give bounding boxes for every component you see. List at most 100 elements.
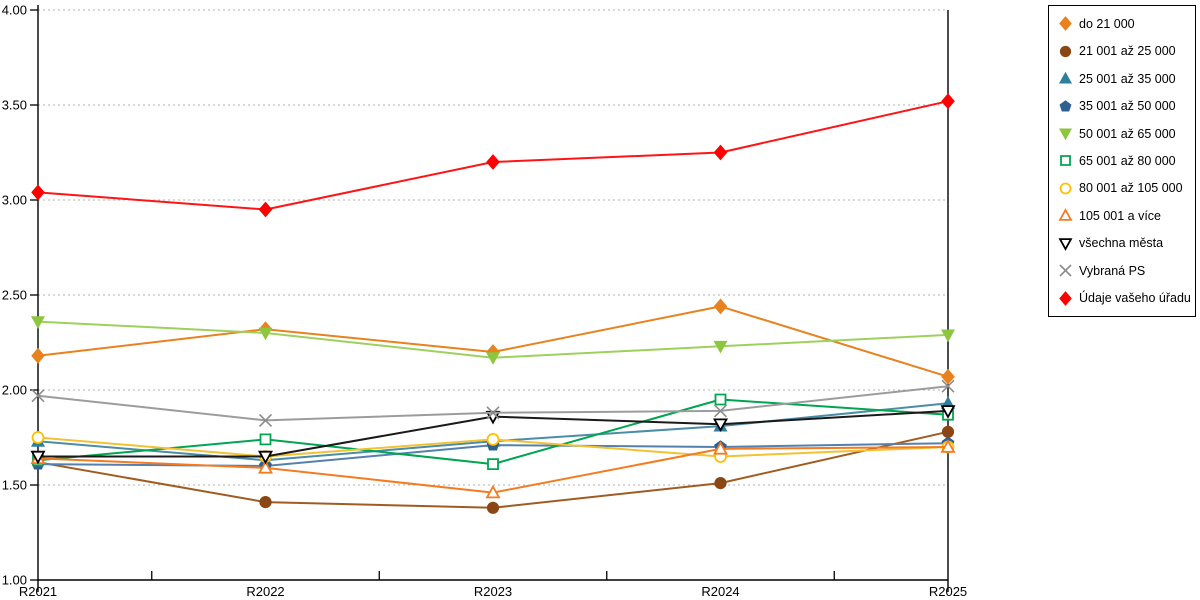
marker-diamond — [713, 144, 728, 161]
marker-pentagon — [1059, 99, 1072, 112]
marker-triangle-up — [257, 460, 274, 474]
series-line — [37, 398, 949, 466]
series-3 — [30, 396, 956, 466]
x-tick-label: R2023 — [474, 584, 512, 599]
legend-item: 80 001 až 105 000 — [1058, 181, 1195, 196]
marker-square — [1060, 155, 1071, 167]
legend-item: do 21 000 — [1058, 16, 1195, 32]
marker-triangle-up — [940, 439, 956, 453]
legend-item-label: Vybraná PS — [1079, 263, 1146, 278]
marker-diamond — [258, 201, 273, 218]
legend: do 21 000 21 001 až 25 000 25 001 až 35 00… — [1048, 5, 1196, 317]
legend-item-label: 50 001 až 65 000 — [1079, 126, 1176, 141]
marker-diamond — [941, 93, 955, 110]
marker-diamond — [486, 154, 500, 170]
legend-marker-circle-icon — [1059, 45, 1072, 57]
marker-circle — [941, 425, 955, 438]
y-tick-label: 3.50 — [2, 98, 27, 113]
legend-marker-pentagon-icon — [1059, 99, 1072, 112]
marker-triangle-up — [712, 441, 729, 455]
legend-item-label: všechna města — [1079, 236, 1164, 251]
legend-item: 21 001 až 25 000 — [1058, 44, 1195, 59]
marker-diamond — [31, 184, 45, 201]
marker-square — [714, 393, 727, 406]
legend-item-label: 21 001 až 25 000 — [1079, 44, 1176, 59]
legend-item-label: 65 001 až 80 000 — [1079, 153, 1176, 168]
legend-marker-diamond-icon — [1059, 16, 1072, 32]
legend-item-label: 25 001 až 35 000 — [1079, 71, 1176, 86]
marker-triangle-down — [940, 405, 956, 419]
marker-triangle-up — [485, 484, 501, 499]
legend-item-label: Údaje vašeho úřadu — [1079, 291, 1191, 306]
y-tick-label: 4.00 — [2, 3, 27, 18]
marker-circle — [486, 432, 500, 446]
y-tick-label: 1.00 — [2, 573, 27, 588]
y-tick-label: 1.50 — [2, 478, 27, 493]
legend-marker-square-icon — [1060, 155, 1071, 167]
series-9 — [30, 405, 956, 465]
series-10 — [31, 379, 955, 427]
marker-triangle-down — [30, 316, 46, 329]
marker-x — [713, 404, 728, 418]
series-5 — [30, 316, 956, 365]
x-tick-label: R2025 — [929, 584, 967, 599]
legend-item-label: 105 001 a více — [1079, 208, 1162, 223]
marker-circle — [259, 496, 272, 509]
marker-circle — [31, 431, 45, 444]
legend-item: Vybraná PS — [1058, 263, 1195, 278]
legend-item: 50 001 až 65 000 — [1058, 126, 1195, 141]
marker-square — [487, 458, 499, 470]
y-tick-label: 3.00 — [2, 193, 27, 208]
legend-item: 25 001 až 35 000 — [1058, 71, 1195, 86]
marker-x — [1059, 264, 1072, 277]
legend-marker-x-icon — [1059, 264, 1072, 277]
legend-item: Údaje vašeho úřadu — [1058, 290, 1195, 306]
marker-triangle-down — [258, 327, 273, 341]
marker-triangle-down — [485, 352, 501, 365]
legend-item-label: 35 001 až 50 000 — [1079, 99, 1176, 114]
legend-item: 35 001 až 50 000 — [1058, 99, 1195, 114]
marker-triangle-down — [940, 329, 956, 343]
marker-triangle-up — [1058, 208, 1073, 222]
legend-item-label: do 21 000 — [1079, 16, 1135, 31]
legend-marker-triangle-up-icon — [1058, 208, 1073, 222]
legend-marker-triangle-down-icon — [1058, 128, 1073, 141]
legend-item: všechna města — [1058, 236, 1195, 251]
y-tick-label: 2.50 — [2, 288, 27, 303]
marker-triangle-down — [713, 340, 728, 354]
legend-marker-diamond-icon — [1059, 290, 1072, 306]
legend-marker-circle-icon — [1059, 182, 1072, 195]
marker-x — [31, 389, 45, 403]
legend-marker-triangle-up-icon — [1058, 71, 1073, 84]
marker-diamond — [713, 298, 728, 315]
marker-diamond — [941, 368, 955, 385]
y-tick-label: 2.00 — [2, 383, 27, 398]
marker-triangle-down — [712, 418, 729, 433]
marker-triangle-down — [1058, 238, 1073, 251]
marker-triangle-down — [257, 450, 274, 465]
marker-circle — [486, 501, 500, 514]
marker-triangle-down — [1058, 128, 1073, 141]
marker-square — [259, 433, 272, 446]
series-11 — [31, 93, 955, 218]
marker-diamond — [31, 347, 45, 364]
marker-circle — [1059, 45, 1072, 57]
x-tick-label: R2024 — [701, 584, 739, 599]
marker-x — [258, 413, 273, 427]
marker-diamond — [1059, 290, 1072, 306]
marker-x — [941, 379, 955, 393]
marker-x — [486, 406, 500, 420]
legend-item: 105 001 a více — [1058, 208, 1195, 223]
marker-triangle-down — [30, 450, 46, 465]
legend-item: 65 001 až 80 000 — [1058, 153, 1195, 168]
marker-diamond — [1059, 16, 1072, 32]
x-tick-label: R2022 — [246, 584, 284, 599]
legend-item-label: 80 001 až 105 000 — [1079, 181, 1183, 196]
series-6 — [32, 393, 954, 470]
legend-marker-triangle-down-icon — [1058, 238, 1073, 251]
marker-circle — [714, 477, 727, 490]
marker-triangle-up — [1058, 71, 1073, 84]
x-tick-label: R2021 — [19, 584, 57, 599]
